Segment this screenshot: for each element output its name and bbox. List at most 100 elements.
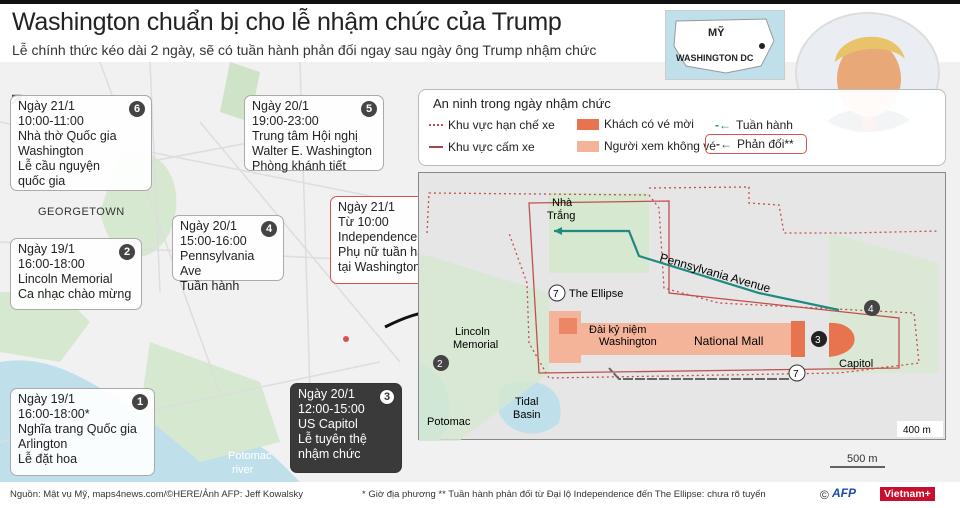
legend: An ninh trong ngày nhậm chức Khu vực hạn… [418,89,946,166]
label-monument: Washington [599,336,657,348]
protest-arrow-icon: -← [716,137,732,151]
label-ellipse: The Ellipse [569,288,623,300]
locator-country: MỸ [708,27,725,39]
copyright-symbol: © [820,488,829,502]
event-desc: Phòng khánh tiết [252,159,346,173]
inset-map: 7 7 4 3 2 Nhà Trắng The Ellipse Pennsylv… [418,172,946,441]
legend-item-banned: Khu vực cấm xe [429,140,535,154]
event-place: Trung tâm Hội nghị [252,129,358,143]
label-tidal-basin: Basin [513,409,541,421]
event-place: Lincoln Memorial [18,272,113,286]
event-box-6: 6 Ngày 21/1 10:00-11:00 Nhà thờ Quốc gia… [10,95,152,191]
dotted-line-icon [429,124,443,126]
event-number: 5 [361,101,377,117]
event-desc: Lễ tuyên thệ [298,432,367,446]
source-note: Nguồn: Mật vụ Mỹ, maps4news.com/©HERE/Ản… [10,489,303,500]
event-time: 12:00-15:00 [298,402,365,416]
legend-item-invited: Khách có vé mời [577,117,694,131]
label-potomac-river: Potomac [228,450,272,462]
scale-500m: 500 m [847,453,878,465]
label-georgetown: GEORGETOWN [38,206,125,218]
event-date: Ngày 20/1 [180,219,237,233]
march-arrow-icon: -← [715,118,731,132]
swatch-icon [577,118,599,130]
label-lincoln: Lincoln [455,326,490,338]
event-number: 2 [119,244,135,260]
label-pennsylvania-ave: Pennsylvania Avenue [658,250,772,295]
event-box-4: 4 Ngày 20/1 15:00-16:00 Pennsylvania Ave… [172,215,284,293]
footnotes: * Giờ địa phương ** Tuần hành phản đối t… [362,489,766,500]
locator-city: WASHINGTON DC [676,53,754,63]
event-desc: quốc gia [18,174,66,188]
marker-2: 2 [437,359,443,370]
event-number: 4 [261,221,277,237]
legend-item-march: -← Tuần hành [715,118,793,132]
event-time: 16:00-18:00 [18,257,85,271]
event-place: Nhà thờ Quốc gia [18,129,117,143]
event-place: US Capitol [298,417,358,431]
label-national-mall: National Mall [694,334,763,348]
event-date: Ngày 19/1 [18,242,75,256]
event-place: Nghĩa trang Quốc gia [18,422,137,436]
label-river: river [232,464,254,476]
event-desc: nhậm chức [298,447,361,461]
page-title: Washington chuẩn bị cho lễ nhậm chức của… [12,8,562,36]
label-capitol: Capitol [839,358,873,370]
top-bar [0,0,960,4]
event-place: Washington [18,144,84,158]
event-date: Ngày 19/1 [18,392,75,406]
event-box-3: 3 Ngày 20/1 12:00-15:00 US Capitol Lễ tu… [290,383,402,473]
event-desc: tại Washington** [338,260,430,274]
event-date: Ngày 20/1 [298,387,355,401]
page-subtitle: Lễ chính thức kéo dài 2 ngày, sẽ có tuần… [12,42,597,58]
marker-3: 3 [815,335,821,346]
label-white-house: Nhà [552,197,573,209]
event-box-5: 5 Ngày 20/1 19:00-23:00 Trung tâm Hội ng… [244,95,384,173]
legend-title: An ninh trong ngày nhậm chức [433,96,611,111]
label-monument: Đài kỷ niệm [589,324,646,336]
event-date: Ngày 20/1 [252,99,309,113]
marker-4: 4 [868,304,874,315]
afp-logo: AFP [832,486,856,500]
legend-label: Tuần hành [736,118,793,132]
legend-label: Phản đối** [737,137,794,151]
label-white-house: Trắng [547,209,575,222]
event-number: 6 [129,101,145,117]
event-place: Arlington [18,437,68,451]
event-time: Từ 10:00 [338,215,389,229]
legend-item-protest: -← Phản đối** [705,134,807,154]
legend-item-public: Người xem không vé [577,139,716,153]
event-date: Ngày 21/1 [338,200,395,214]
vietnamplus-logo: Vietnam+ [880,487,935,501]
marker-7: 7 [793,369,799,380]
scale-400m: 400 m [903,425,931,436]
park [140,342,280,462]
legend-label: Khách có vé mời [604,117,694,131]
event-date: Ngày 21/1 [18,99,75,113]
event-number: 3 [379,389,395,405]
event-place: Walter E. Washington [252,144,372,158]
event-number: 1 [132,394,148,410]
event-time: 15:00-16:00 [180,234,247,248]
marker-7: 7 [553,289,559,300]
event-desc: Ca nhạc chào mừng [18,287,132,301]
event-desc: Lễ đặt hoa [18,452,78,466]
legend-item-restricted: Khu vực hạn chế xe [429,118,555,132]
event-desc: Lễ cầu nguyện [18,159,101,173]
event-place: Independence Ave [338,230,442,244]
event-time: 10:00-11:00 [18,114,84,128]
event-desc: Tuần hành [180,279,240,293]
event-box-1: 1 Ngày 19/1 16:00-18:00* Nghĩa trang Quố… [10,388,155,476]
label-lincoln: Memorial [453,339,498,351]
swatch-icon [577,140,599,152]
event-time: 16:00-18:00* [18,407,90,421]
locator-map: MỸ WASHINGTON DC [665,10,785,80]
label-potomac: Potomac [427,416,471,428]
legend-label: Khu vực hạn chế xe [448,118,555,132]
legend-label: Người xem không vé [604,139,716,153]
solid-line-icon [429,146,443,148]
label-tidal-basin: Tidal [515,396,538,408]
legend-label: Khu vực cấm xe [448,140,535,154]
event-place: Pennsylvania Ave [180,249,255,278]
event-box-2: 2 Ngày 19/1 16:00-18:00 Lincoln Memorial… [10,238,142,310]
